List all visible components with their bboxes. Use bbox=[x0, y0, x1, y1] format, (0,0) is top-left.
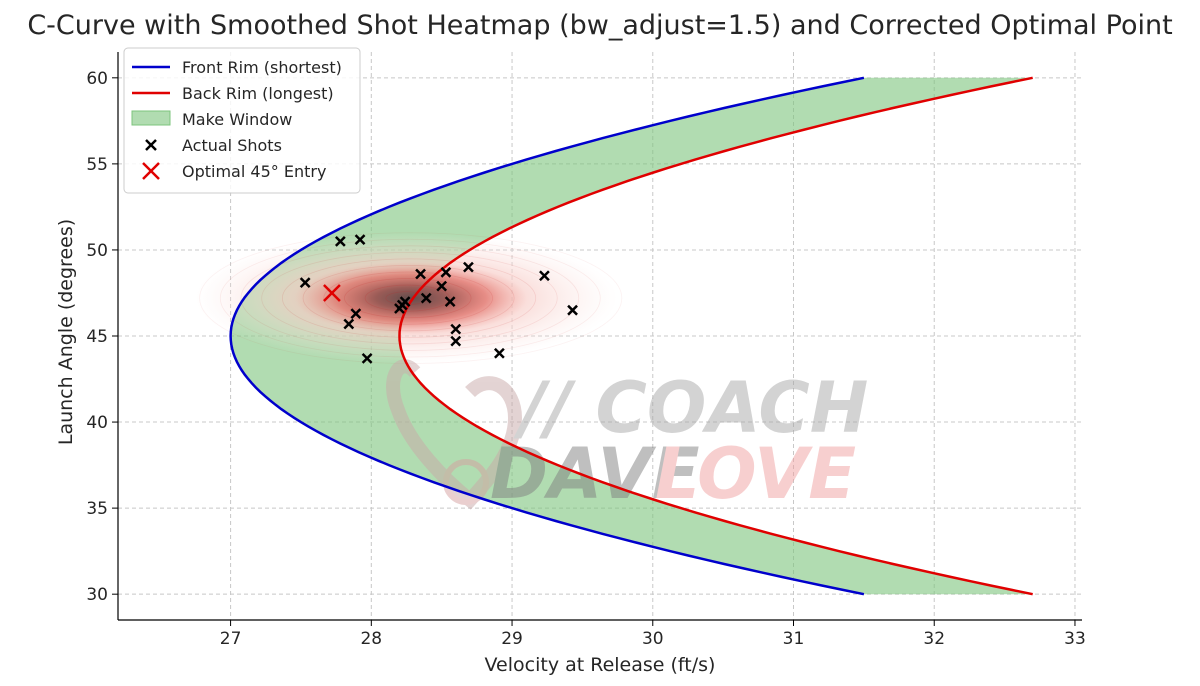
legend-front-rim-label: Front Rim (shortest) bbox=[182, 58, 342, 77]
y-tick-label: 35 bbox=[86, 499, 108, 519]
watermark: // COACH DAVE LOVE bbox=[386, 359, 868, 515]
heatmap-contour bbox=[364, 284, 450, 312]
shot-point bbox=[354, 234, 366, 245]
watermark-line1: // COACH bbox=[513, 367, 868, 449]
optimal-point bbox=[323, 284, 341, 302]
x-tick-label: 33 bbox=[1064, 629, 1086, 649]
shot-point bbox=[450, 335, 462, 347]
y-tick-label: 60 bbox=[86, 69, 108, 89]
legend-optimal-marker bbox=[142, 162, 160, 180]
heatmap-contour bbox=[323, 271, 494, 325]
shot-point bbox=[350, 308, 362, 320]
shot-point bbox=[463, 261, 474, 273]
legend-make-window-swatch bbox=[131, 110, 171, 126]
shot-point bbox=[493, 347, 505, 359]
heatmap-contour bbox=[261, 251, 558, 345]
watermark-line2-b: LOVE bbox=[655, 433, 856, 515]
shot-point bbox=[334, 235, 346, 247]
x-tick-label: 29 bbox=[501, 629, 523, 649]
legend-box bbox=[123, 47, 361, 194]
heart-logo bbox=[386, 359, 523, 510]
curve-layer bbox=[229, 76, 1033, 596]
heatmap-contour bbox=[281, 258, 537, 338]
shot-point bbox=[450, 323, 462, 335]
shot-point bbox=[299, 277, 311, 289]
legend-actual-shots-label: Actual Shots bbox=[182, 136, 282, 155]
y-tick-label: 45 bbox=[86, 327, 108, 347]
axes-layer: 27 28 29 30 31 32 33 30 35 40 45 50 55 60 bbox=[86, 52, 1086, 649]
shot-point bbox=[440, 266, 452, 278]
chart-title: C-Curve with Smoothed Shot Heatmap (bw_a… bbox=[27, 10, 1172, 41]
shot-point bbox=[415, 268, 426, 280]
front-rim-line bbox=[229, 76, 865, 596]
y-tick-label: 50 bbox=[86, 241, 108, 261]
shot-point bbox=[361, 352, 373, 364]
legend-actual-shots-marker bbox=[145, 139, 157, 151]
x-tick-label: 32 bbox=[923, 629, 945, 649]
legend-make-window-label: Make Window bbox=[182, 110, 292, 129]
shot-point bbox=[343, 318, 355, 330]
heatmap-contour bbox=[344, 278, 472, 319]
shot-point bbox=[420, 292, 432, 304]
scatter-layer bbox=[299, 234, 578, 364]
heatmap-contour bbox=[302, 265, 515, 332]
shot-point bbox=[444, 296, 456, 307]
heatmap-contour bbox=[240, 245, 580, 351]
x-tick-label: 28 bbox=[360, 629, 382, 649]
heatmap-core bbox=[294, 262, 527, 335]
heatmap-contour bbox=[219, 238, 601, 358]
y-tick-label: 30 bbox=[86, 585, 108, 605]
shot-point bbox=[399, 296, 411, 307]
legend-optimal-label: Optimal 45° Entry bbox=[182, 162, 326, 181]
legend: Front Rim (shortest) Back Rim (longest) … bbox=[123, 47, 361, 194]
shot-point bbox=[567, 304, 578, 316]
x-tick-label: 30 bbox=[642, 629, 664, 649]
y-tick-label: 40 bbox=[86, 413, 108, 433]
shot-point bbox=[539, 270, 550, 282]
y-axis-label: Launch Angle (degrees) bbox=[55, 219, 77, 445]
y-tick-label: 55 bbox=[86, 155, 108, 175]
heatmap-layer bbox=[195, 232, 623, 364]
shot-point bbox=[436, 280, 448, 292]
legend-back-rim-label: Back Rim (longest) bbox=[182, 84, 334, 103]
back-rim-line bbox=[398, 76, 1033, 596]
watermark-line2-a: DAVE bbox=[490, 433, 700, 515]
x-tick-label: 27 bbox=[220, 629, 242, 649]
x-axis-label: Velocity at Release (ft/s) bbox=[485, 654, 716, 676]
x-tick-label: 31 bbox=[783, 629, 805, 649]
